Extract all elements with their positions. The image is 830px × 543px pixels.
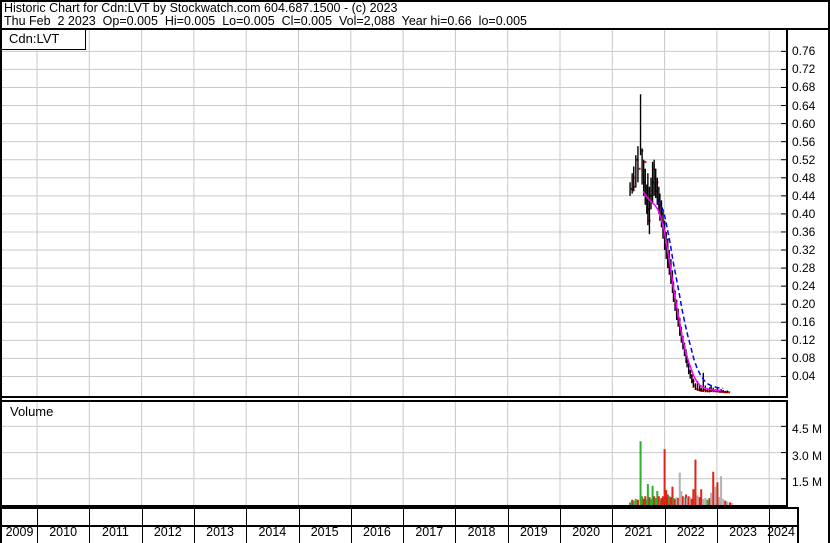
year-boundary-separator — [246, 509, 248, 525]
price-tick-label: 0.64 — [792, 98, 816, 113]
price-tick-label: 0.16 — [792, 315, 816, 330]
year-boundary-separator — [560, 523, 561, 543]
year-label: 2022 — [676, 525, 705, 539]
year-boundary-separator — [193, 509, 195, 525]
price-tick-label: 0.28 — [792, 261, 816, 276]
year-boundary-separator — [298, 509, 300, 525]
price-tick-label: 0.32 — [792, 243, 816, 258]
year-label: 2015 — [310, 525, 339, 539]
year-boundary-separator — [246, 523, 248, 543]
year-label: 2020 — [572, 525, 601, 539]
volume-tick-label: 3.0 M — [792, 448, 823, 463]
year-label: 2009 — [5, 525, 34, 539]
year-boundary-separator — [664, 523, 666, 543]
year-boundary-separator — [403, 509, 405, 525]
outer-border-left — [0, 0, 2, 543]
volume-tick-label: 1.5 M — [792, 474, 823, 489]
year-boundary-separator — [37, 523, 38, 543]
year-label: 2016 — [363, 525, 391, 539]
year-label: 2014 — [258, 525, 287, 539]
year-label: 2024 — [767, 525, 795, 539]
chart-quote-line: Thu Feb 2 2023 Op=0.005 Hi=0.005 Lo=0.00… — [4, 14, 527, 28]
price-tick-label: 0.12 — [792, 333, 816, 348]
year-label: 2021 — [624, 525, 653, 539]
price-tick-label: 0.44 — [792, 188, 816, 203]
year-boundary-separator — [664, 509, 666, 525]
price-tick-label: 0.56 — [792, 134, 816, 149]
price-tick-label: 0.08 — [792, 351, 816, 366]
price-tick-label: 0.20 — [792, 297, 816, 312]
year-label: 2019 — [519, 525, 548, 539]
price-tick-label: 0.60 — [792, 116, 816, 131]
year-boundary-separator — [769, 523, 771, 543]
year-label: 2012 — [153, 525, 182, 539]
year-label: 2023 — [729, 525, 757, 539]
year-boundary-separator — [350, 523, 352, 543]
volume-pane-label: Volume — [10, 404, 54, 419]
year-boundary-separator — [89, 509, 91, 525]
year-boundary-separator — [507, 523, 509, 543]
x-axis-label-row: 2009 2010 2011 2012 2013 2014 2015 2016 2017 2018… — [0, 523, 799, 543]
volume-pane — [0, 400, 788, 507]
outer-border-right — [828, 0, 830, 543]
price-tick-label: 0.68 — [792, 80, 816, 95]
price-tick-label: 0.04 — [792, 369, 816, 384]
chart-title: Historic Chart for Cdn:LVT by Stockwatch… — [4, 1, 398, 15]
year-label: 2010 — [49, 525, 78, 539]
price-tick-label: 0.72 — [792, 62, 816, 77]
year-boundary-separator — [141, 509, 143, 525]
year-boundary-separator — [612, 523, 614, 543]
year-boundary-separator — [507, 509, 509, 525]
year-boundary-separator — [455, 509, 457, 525]
symbol-label-box: Cdn:LVT — [2, 30, 86, 50]
price-tick-label: 0.76 — [792, 44, 816, 59]
year-boundary-separator — [141, 523, 143, 543]
price-tick-label: 0.40 — [792, 206, 816, 221]
year-boundary-separator — [716, 509, 718, 525]
year-boundary-separator — [403, 523, 405, 543]
year-boundary-separator — [193, 523, 195, 543]
price-tick-label: 0.48 — [792, 170, 816, 185]
volume-tick-label: 4.5 M — [792, 422, 823, 437]
year-label: 2013 — [206, 525, 234, 539]
year-label: 2018 — [467, 525, 496, 539]
price-tick-label: 0.24 — [792, 279, 816, 294]
year-boundary-separator — [560, 509, 561, 525]
year-boundary-separator — [89, 523, 91, 543]
year-boundary-separator — [298, 523, 300, 543]
year-label: 2017 — [415, 525, 444, 539]
year-boundary-separator — [350, 509, 352, 525]
year-boundary-separator — [769, 509, 771, 525]
price-tick-label: 0.36 — [792, 224, 816, 239]
year-label: 2011 — [101, 525, 129, 539]
price-tick-label: 0.52 — [792, 152, 816, 167]
symbol-label: Cdn:LVT — [9, 31, 60, 46]
year-boundary-separator — [716, 523, 718, 543]
year-boundary-separator — [37, 509, 38, 525]
year-boundary-separator — [455, 523, 457, 543]
price-pane — [0, 28, 788, 398]
year-boundary-separator — [612, 509, 614, 525]
outer-border-top — [0, 0, 830, 2]
